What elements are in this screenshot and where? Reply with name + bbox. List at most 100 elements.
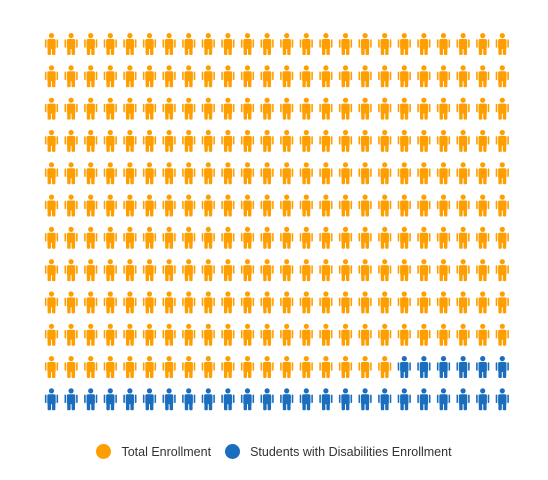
person-icon-total-enrollment	[221, 291, 235, 314]
person-icon-total-enrollment	[378, 323, 392, 346]
person-icon-total-enrollment	[358, 162, 372, 185]
person-icon-total-enrollment	[397, 194, 411, 217]
person-icon-total-enrollment	[240, 259, 255, 282]
person-icon-total-enrollment	[338, 97, 353, 120]
person-icon-total-enrollment	[201, 323, 215, 346]
person-icon-total-enrollment	[221, 97, 235, 120]
person-icon-total-enrollment	[495, 194, 509, 217]
person-icon-total-enrollment	[240, 65, 255, 88]
person-icon-total-enrollment	[358, 291, 372, 314]
person-icon-total-enrollment	[44, 259, 59, 282]
person-icon-total-enrollment	[280, 65, 294, 88]
person-icon-total-enrollment	[476, 226, 490, 249]
person-icon-total-enrollment	[44, 323, 59, 346]
person-icon-swd-enrollment	[319, 388, 333, 411]
person-icon-total-enrollment	[240, 226, 255, 249]
person-icon-total-enrollment	[182, 33, 196, 55]
legend-item-swd-enrollment[interactable]: Students with Disabilities Enrollment	[225, 444, 452, 459]
person-icon-swd-enrollment	[476, 356, 490, 378]
person-icon-swd-enrollment	[436, 388, 451, 411]
person-icon-total-enrollment	[44, 291, 59, 314]
person-icon-total-enrollment	[123, 259, 137, 282]
person-icon-total-enrollment	[142, 291, 157, 314]
person-icon-total-enrollment	[123, 129, 137, 152]
person-icon-total-enrollment	[436, 162, 451, 185]
person-icon-total-enrollment	[84, 129, 98, 152]
person-icon-total-enrollment	[280, 259, 294, 282]
person-icon-total-enrollment	[476, 259, 490, 282]
person-icon-total-enrollment	[142, 97, 157, 120]
person-icon-total-enrollment	[162, 162, 176, 185]
person-icon-total-enrollment	[123, 323, 137, 346]
person-icon-total-enrollment	[44, 162, 59, 185]
person-icon-swd-enrollment	[358, 388, 372, 411]
person-icon-total-enrollment	[280, 226, 294, 249]
person-icon-total-enrollment	[182, 323, 196, 346]
person-icon-swd-enrollment	[44, 388, 59, 411]
person-icon-total-enrollment	[142, 194, 157, 217]
person-icon-total-enrollment	[476, 97, 490, 120]
person-icon-total-enrollment	[378, 356, 392, 378]
person-icon-total-enrollment	[456, 65, 470, 88]
person-icon-total-enrollment	[84, 194, 98, 217]
person-icon-total-enrollment	[378, 291, 392, 314]
person-icon-total-enrollment	[64, 323, 78, 346]
person-icon-total-enrollment	[436, 226, 451, 249]
person-icon-swd-enrollment	[240, 388, 255, 411]
person-icon-total-enrollment	[103, 162, 117, 185]
person-icon-total-enrollment	[456, 226, 470, 249]
person-icon-total-enrollment	[84, 291, 98, 314]
person-icon-total-enrollment	[162, 356, 176, 378]
person-icon-total-enrollment	[221, 162, 235, 185]
person-icon-total-enrollment	[64, 356, 78, 378]
person-icon-total-enrollment	[378, 226, 392, 249]
person-icon-total-enrollment	[495, 129, 509, 152]
person-icon-swd-enrollment	[123, 388, 137, 411]
person-icon-total-enrollment	[142, 226, 157, 249]
person-icon-total-enrollment	[299, 194, 313, 217]
person-icon-total-enrollment	[84, 323, 98, 346]
person-icon-swd-enrollment	[495, 388, 509, 411]
person-icon-total-enrollment	[240, 194, 255, 217]
person-icon-total-enrollment	[182, 97, 196, 120]
person-icon-total-enrollment	[162, 129, 176, 152]
person-icon-total-enrollment	[221, 323, 235, 346]
person-icon-total-enrollment	[182, 65, 196, 88]
person-icon-total-enrollment	[456, 259, 470, 282]
person-icon-total-enrollment	[319, 129, 333, 152]
person-icon-total-enrollment	[456, 97, 470, 120]
person-icon-total-enrollment	[142, 33, 157, 55]
person-icon-total-enrollment	[338, 65, 353, 88]
legend: Total Enrollment Students with Disabilit…	[0, 444, 548, 459]
person-icon-total-enrollment	[221, 33, 235, 55]
person-icon-swd-enrollment	[299, 388, 313, 411]
person-icon-total-enrollment	[476, 162, 490, 185]
person-icon-total-enrollment	[456, 291, 470, 314]
person-icon-total-enrollment	[221, 194, 235, 217]
person-icon-total-enrollment	[221, 259, 235, 282]
person-icon-total-enrollment	[260, 194, 274, 217]
person-icon-total-enrollment	[44, 356, 59, 378]
person-icon-total-enrollment	[436, 129, 451, 152]
person-icon-total-enrollment	[103, 65, 117, 88]
person-icon-total-enrollment	[221, 356, 235, 378]
person-icon-total-enrollment	[201, 194, 215, 217]
person-icon-total-enrollment	[456, 194, 470, 217]
person-icon-total-enrollment	[240, 129, 255, 152]
person-icon-total-enrollment	[319, 291, 333, 314]
person-icon-total-enrollment	[142, 129, 157, 152]
person-icon-total-enrollment	[417, 291, 431, 314]
person-icon-total-enrollment	[476, 33, 490, 55]
person-icon-total-enrollment	[142, 356, 157, 378]
person-icon-total-enrollment	[103, 291, 117, 314]
person-icon-total-enrollment	[378, 97, 392, 120]
person-icon-total-enrollment	[84, 97, 98, 120]
person-icon-total-enrollment	[280, 291, 294, 314]
person-icon-total-enrollment	[182, 356, 196, 378]
person-icon-total-enrollment	[44, 129, 59, 152]
person-icon-total-enrollment	[397, 162, 411, 185]
person-icon-total-enrollment	[44, 194, 59, 217]
person-icon-total-enrollment	[240, 162, 255, 185]
person-icon-total-enrollment	[476, 194, 490, 217]
legend-item-total-enrollment[interactable]: Total Enrollment	[96, 444, 211, 459]
